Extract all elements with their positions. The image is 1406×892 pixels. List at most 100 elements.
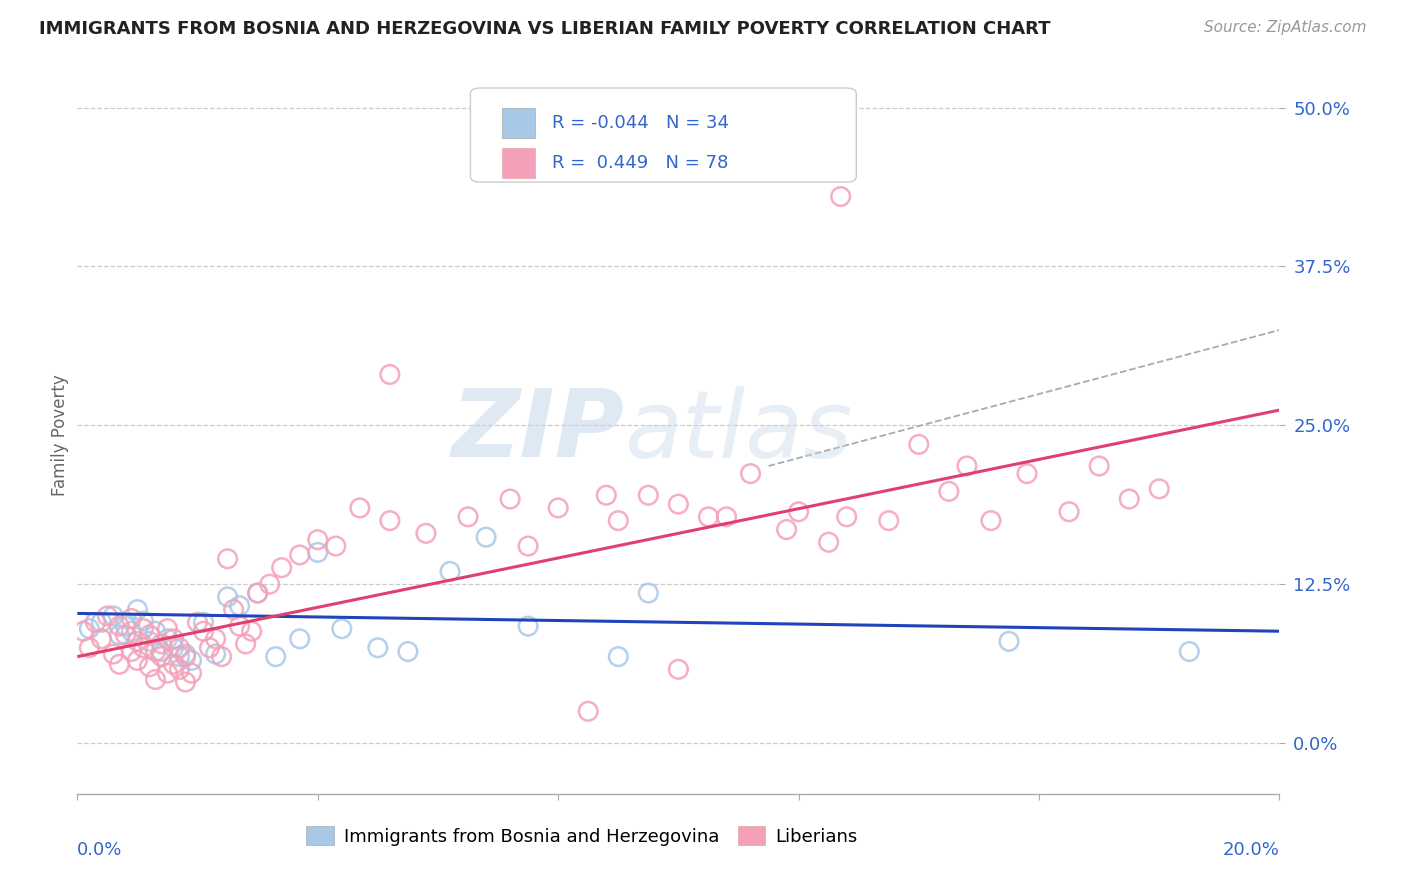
Point (156, 666, 179, 681)
Point (138, 628, 160, 642)
Point (127, 653, 149, 667)
Point (162, 640, 184, 655)
Point (288, 548, 311, 562)
Point (96, 609, 118, 624)
Point (169, 640, 191, 655)
Point (127, 602, 149, 616)
Point (1015, 467, 1038, 481)
Point (169, 649, 191, 664)
Point (180, 666, 202, 681)
Point (90, 615, 112, 630)
Point (938, 484, 960, 499)
Point (235, 637, 257, 651)
Point (246, 586, 269, 600)
Point (259, 577, 281, 591)
Point (222, 602, 245, 616)
Point (288, 632, 311, 646)
Point (84, 615, 107, 630)
Point (174, 649, 197, 664)
Point (217, 551, 239, 566)
Point (378, 514, 401, 528)
Y-axis label: Family Poverty: Family Poverty (51, 374, 69, 496)
Point (547, 500, 569, 515)
Point (108, 657, 131, 672)
Point (740, 467, 762, 481)
Point (132, 622, 155, 636)
Point (349, 500, 371, 515)
Text: 0.0%: 0.0% (77, 840, 122, 859)
Point (956, 458, 979, 473)
Point (132, 614, 155, 628)
Point (90, 632, 112, 646)
Point (1178, 644, 1201, 658)
Point (204, 647, 226, 661)
Point (697, 509, 720, 524)
Point (576, 704, 599, 718)
Point (499, 491, 522, 506)
Point (330, 622, 353, 636)
Point (457, 509, 479, 524)
Text: R = -0.044   N = 34: R = -0.044 N = 34 (553, 114, 730, 132)
Point (145, 673, 167, 687)
Point (517, 539, 540, 553)
Bar (502, 108, 536, 138)
Point (775, 523, 797, 537)
Text: 20.0%: 20.0% (1223, 840, 1279, 859)
Point (150, 637, 173, 651)
Text: R =  0.449   N = 78: R = 0.449 N = 78 (553, 153, 728, 171)
Point (79, 622, 101, 636)
Point (475, 530, 498, 544)
Point (1118, 491, 1140, 506)
Point (367, 640, 389, 655)
Point (1149, 482, 1171, 496)
Point (162, 632, 184, 646)
Text: ZIP: ZIP (451, 385, 624, 477)
Point (835, 509, 858, 524)
FancyBboxPatch shape (471, 88, 856, 182)
Point (307, 545, 329, 559)
Point (908, 437, 931, 451)
Point (307, 533, 329, 547)
Point (120, 611, 142, 625)
Point (162, 657, 184, 672)
Point (103, 647, 125, 661)
Point (127, 634, 149, 648)
Point (396, 644, 419, 658)
Point (980, 514, 1002, 528)
Point (138, 634, 160, 648)
Point (120, 644, 142, 658)
Legend: Immigrants from Bosnia and Herzegovina, Liberians: Immigrants from Bosnia and Herzegovina, … (299, 819, 865, 853)
Point (145, 624, 167, 639)
Point (174, 675, 197, 690)
Point (637, 488, 659, 502)
Point (186, 615, 209, 630)
Text: atlas: atlas (624, 385, 852, 476)
Point (668, 497, 690, 511)
Point (72, 624, 94, 639)
Point (145, 644, 167, 658)
Point (198, 640, 221, 655)
Point (211, 649, 233, 664)
Text: IMMIGRANTS FROM BOSNIA AND HERZEGOVINA VS LIBERIAN FAMILY POVERTY CORRELATION CH: IMMIGRANTS FROM BOSNIA AND HERZEGOVINA V… (39, 20, 1050, 37)
Point (668, 662, 690, 676)
Point (439, 565, 461, 579)
Point (607, 514, 630, 528)
Point (108, 628, 131, 642)
Point (270, 560, 292, 574)
Point (595, 488, 617, 502)
Point (325, 539, 347, 553)
Point (517, 619, 540, 633)
Point (156, 632, 179, 646)
Point (607, 649, 630, 664)
Point (998, 634, 1021, 648)
Point (193, 624, 215, 639)
Point (240, 624, 263, 639)
Point (150, 644, 173, 658)
Point (79, 640, 101, 655)
Point (120, 624, 142, 639)
Point (193, 615, 215, 630)
Point (817, 535, 839, 549)
Point (114, 619, 136, 633)
Point (204, 632, 226, 646)
Point (180, 653, 202, 667)
